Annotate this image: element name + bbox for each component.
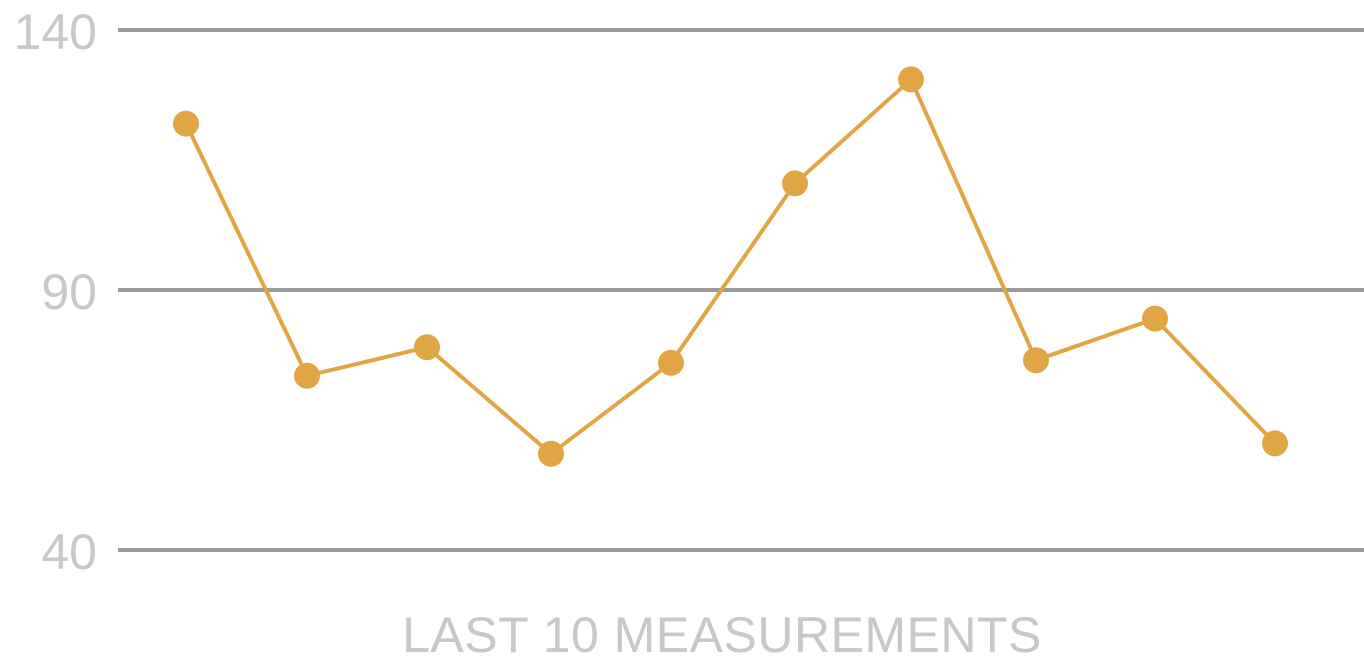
y-tick-label: 40 <box>41 524 97 580</box>
data-point-8 <box>1023 347 1049 374</box>
gridlines <box>118 28 1364 552</box>
marker-layer <box>173 66 1288 467</box>
data-point-9 <box>1142 305 1168 332</box>
data-point-2 <box>294 362 320 389</box>
series-line <box>184 77 1277 456</box>
data-point-10 <box>1262 430 1288 457</box>
data-point-4 <box>538 440 564 467</box>
series-layer <box>184 77 1277 456</box>
data-point-3 <box>414 334 440 361</box>
data-point-1 <box>173 110 199 137</box>
y-axis-ticks: 40 90 140 <box>14 4 97 580</box>
data-point-6 <box>782 170 808 197</box>
x-axis-title: LAST 10 MEASUREMENTS <box>402 607 1042 663</box>
y-tick-label: 140 <box>14 4 97 60</box>
data-point-7 <box>898 66 924 93</box>
data-point-5 <box>658 349 684 376</box>
y-tick-label: 90 <box>41 264 97 320</box>
